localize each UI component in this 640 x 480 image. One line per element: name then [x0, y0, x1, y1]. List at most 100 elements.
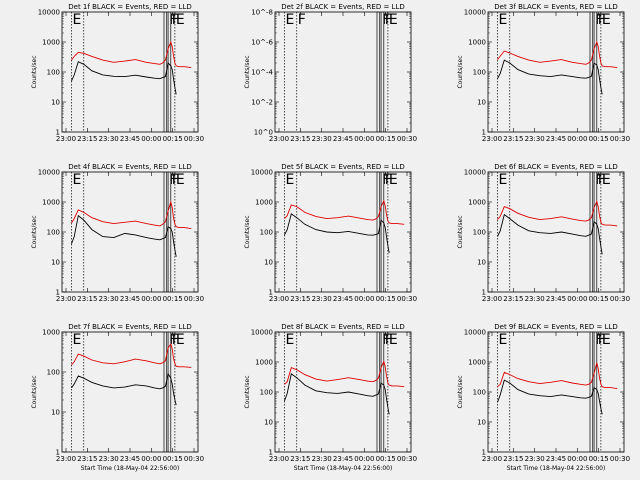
x-tick-label: 00:00: [141, 455, 161, 463]
events-series-line: [497, 213, 603, 255]
time-marker-label: F: [382, 332, 390, 348]
time-marker-label: E: [176, 12, 185, 28]
lld-series-line: [284, 199, 405, 225]
events-series-line: [497, 379, 603, 415]
detector-panel-4: Det 4f BLACK = Events, RED = LLD Counts/s…: [0, 160, 213, 320]
x-tick-label: 23:45: [120, 295, 140, 303]
x-tick-label: 00:00: [141, 135, 161, 143]
x-tick-label: 00:30: [184, 295, 204, 303]
y-axis-label: Counts/sec: [244, 55, 251, 88]
time-marker-label: E: [286, 172, 295, 188]
chart-title: Det 6f BLACK = Events, RED = LLD: [494, 163, 617, 171]
lld-series-line: [497, 362, 618, 390]
lld-series-line: [71, 342, 192, 368]
panel-svg: Det 2f BLACK = Events, RED = LLD Counts/s…: [244, 3, 417, 143]
plot-frame: [487, 11, 625, 133]
x-tick-label: 00:00: [141, 295, 161, 303]
time-marker-label: E: [73, 12, 82, 28]
x-tick-label: 23:30: [99, 455, 119, 463]
events-series-line: [71, 61, 177, 95]
chart-title: Det 8f BLACK = Events, RED = LLD: [281, 323, 404, 331]
x-tick-label: 23:00: [269, 455, 289, 463]
y-tick-label: 1000: [42, 329, 60, 337]
y-tick-label: 10^-8: [251, 9, 273, 17]
y-tick-label: 100: [473, 389, 486, 397]
y-tick-label: 10^-6: [251, 39, 273, 47]
y-tick-label: 10^0: [254, 129, 273, 137]
x-tick-label: 00:15: [589, 455, 609, 463]
y-axis-label: Counts/sec: [244, 215, 251, 248]
panel-svg: Det 7f BLACK = Events, RED = LLD Counts/s…: [31, 323, 204, 472]
time-marker-label: F: [598, 12, 606, 28]
plot-frame: [487, 171, 625, 293]
plot-frame: [61, 171, 199, 293]
lld-series-line: [497, 200, 618, 227]
time-marker-label: E: [286, 12, 295, 28]
plot-frame: [61, 331, 199, 453]
lld-series-line: [497, 40, 618, 69]
y-tick-label: 1: [269, 449, 273, 457]
x-tick-label: 23:15: [77, 455, 97, 463]
x-tick-label: 23:00: [482, 135, 502, 143]
x-tick-label: 00:30: [397, 135, 417, 143]
time-marker-label: E: [602, 172, 611, 188]
x-axis-label: Start Time (18-May-04 22:56:00): [507, 465, 606, 472]
x-tick-label: 23:30: [525, 455, 545, 463]
y-tick-label: 100: [260, 229, 273, 237]
time-marker-label: F: [385, 172, 393, 188]
y-tick-label: 100: [47, 69, 60, 77]
x-tick-label: 23:30: [525, 295, 545, 303]
time-marker-label: F: [169, 332, 177, 348]
time-marker-label: F: [385, 332, 393, 348]
lld-series-line: [71, 200, 192, 230]
time-marker-label: F: [595, 172, 603, 188]
y-tick-label: 1000: [42, 39, 60, 47]
y-tick-label: 1: [56, 129, 60, 137]
y-tick-label: 100: [260, 389, 273, 397]
x-tick-label: 23:45: [546, 135, 566, 143]
y-axis-label: Counts/sec: [457, 215, 464, 248]
x-tick-label: 23:45: [333, 295, 353, 303]
x-tick-label: 00:30: [397, 295, 417, 303]
x-tick-label: 00:00: [354, 455, 374, 463]
x-tick-label: 23:15: [290, 295, 310, 303]
detector-panel-9: Det 9f BLACK = Events, RED = LLD Counts/s…: [426, 320, 639, 480]
x-tick-label: 00:15: [163, 455, 183, 463]
plot-frame: [274, 331, 412, 453]
time-marker-label: E: [389, 332, 398, 348]
events-series-line: [71, 214, 177, 257]
y-tick-label: 10: [51, 99, 60, 107]
lld-series-line: [71, 40, 192, 69]
time-marker-label: E: [499, 172, 508, 188]
x-tick-label: 23:00: [269, 135, 289, 143]
y-tick-label: 1000: [255, 359, 273, 367]
x-tick-label: 00:30: [610, 455, 630, 463]
x-tick-label: 23:45: [546, 455, 566, 463]
y-tick-label: 10: [264, 419, 273, 427]
time-marker-label: E: [499, 12, 508, 28]
x-tick-label: 23:15: [503, 135, 523, 143]
chart-title: Det 1f BLACK = Events, RED = LLD: [68, 3, 191, 11]
y-tick-label: 1: [482, 449, 486, 457]
plot-frame: [61, 11, 199, 133]
events-series-line: [284, 373, 390, 415]
time-marker-label: E: [602, 332, 611, 348]
x-tick-label: 23:45: [120, 455, 140, 463]
y-tick-label: 10000: [251, 329, 273, 337]
panel-svg: Det 5f BLACK = Events, RED = LLD Counts/s…: [244, 163, 417, 303]
x-tick-label: 23:30: [312, 135, 332, 143]
detector-panel-5: Det 5f BLACK = Events, RED = LLD Counts/s…: [213, 160, 426, 320]
x-tick-label: 23:45: [120, 135, 140, 143]
time-marker-label: F: [172, 332, 180, 348]
x-axis-label: Start Time (18-May-04 22:56:00): [81, 465, 180, 472]
time-marker-label: F: [382, 172, 390, 188]
x-tick-label: 00:15: [589, 295, 609, 303]
y-tick-label: 10000: [464, 169, 486, 177]
x-axis-label: Start Time (18-May-04 22:56:00): [294, 465, 393, 472]
y-tick-label: 100: [47, 369, 60, 377]
x-tick-label: 23:00: [56, 455, 76, 463]
x-tick-label: 00:00: [567, 455, 587, 463]
time-marker-label: F: [595, 12, 603, 28]
x-tick-label: 23:15: [290, 455, 310, 463]
